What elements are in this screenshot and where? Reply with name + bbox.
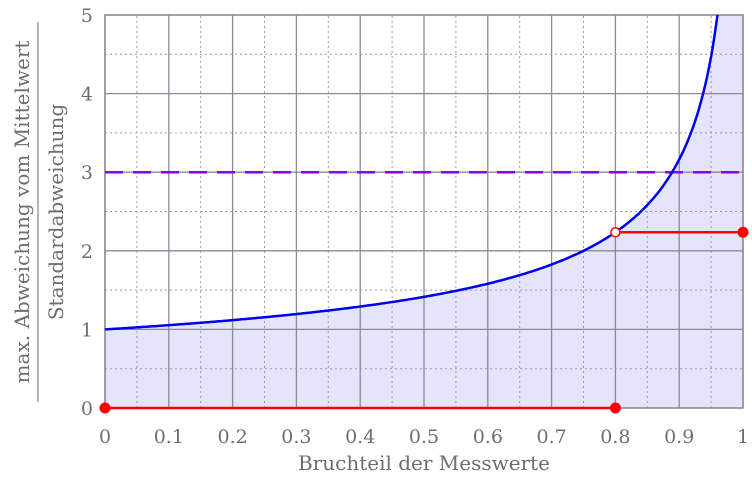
y-label-numerator: max. Abweichung vom Mittelwert [10, 41, 34, 384]
x-tick-label: 0.1 [154, 426, 184, 448]
marks [99, 14, 749, 414]
y-axis-label: max. Abweichung vom Mittelwert Standarda… [10, 22, 68, 402]
y-tick-label: 4 [81, 84, 93, 106]
y-tick-label: 2 [81, 241, 93, 263]
y-tick-label: 0 [81, 398, 93, 420]
filled-point [609, 402, 621, 414]
x-tick-label: 0.3 [281, 426, 311, 448]
x-tick-label: 0 [99, 426, 111, 448]
x-tick-label: 0.7 [536, 426, 566, 448]
filled-point [737, 226, 749, 238]
x-tick-label: 0.5 [409, 426, 439, 448]
y-tick-label: 1 [81, 319, 93, 341]
y-label-denominator: Standardabweichung [44, 104, 68, 321]
area-under-curve [105, 15, 743, 408]
y-tick-label: 5 [81, 5, 93, 27]
x-tick-label: 1 [737, 426, 749, 448]
y-tick-label: 3 [81, 162, 93, 184]
x-tick-label: 0.4 [345, 426, 375, 448]
x-tick-label: 0.8 [600, 426, 630, 448]
tick-labels: 0 0.1 0.2 0.3 0.4 0.5 0.6 0.7 0.8 0.9 1 0 1 2 3 4 5 [81, 5, 749, 448]
area-fill [105, 15, 743, 408]
x-tick-label: 0.9 [664, 426, 694, 448]
grid [104, 14, 744, 409]
x-tick-label: 0.6 [473, 426, 503, 448]
x-axis-label: Bruchteil der Messwerte [298, 451, 550, 475]
open-point [610, 227, 621, 238]
x-tick-label: 0.2 [217, 426, 247, 448]
filled-point [99, 402, 111, 414]
